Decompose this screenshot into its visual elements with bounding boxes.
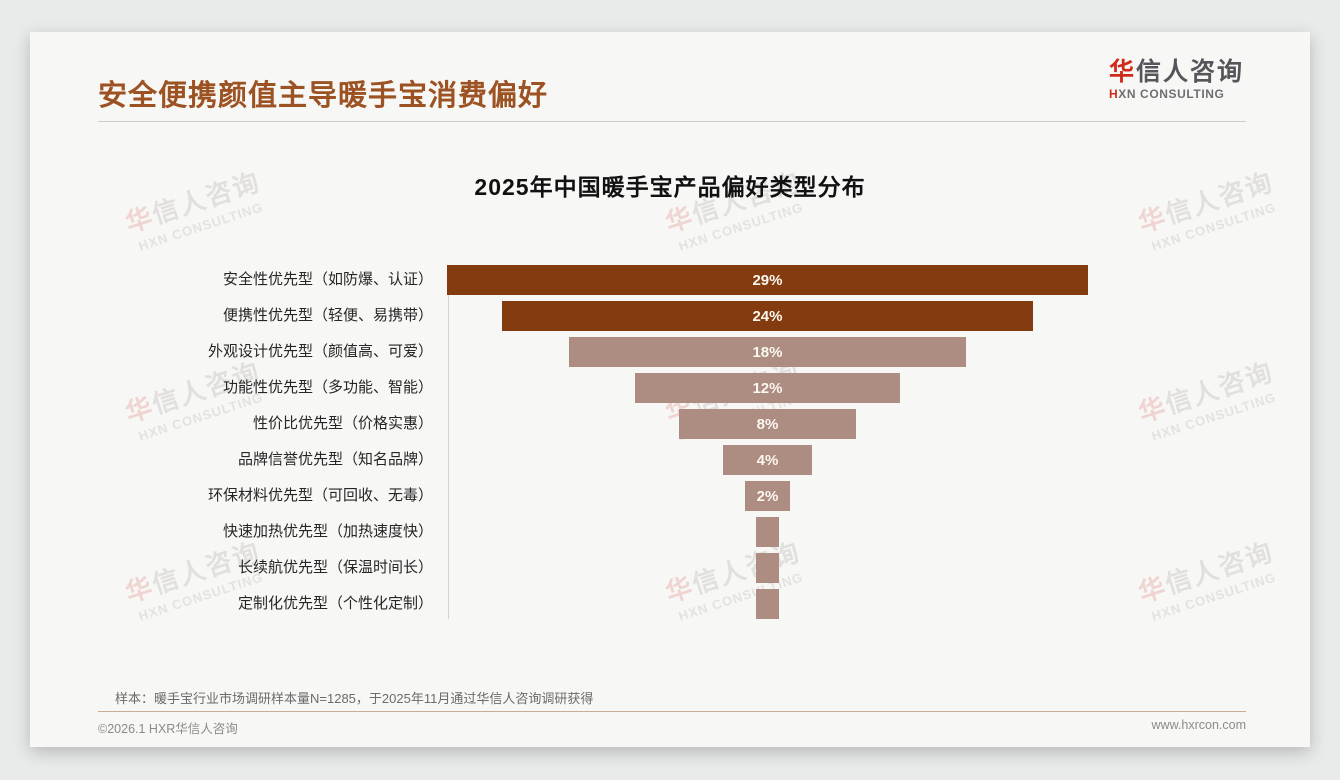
funnel-bar: 2% — [745, 481, 790, 511]
page-title: 安全便携颜值主导暖手宝消费偏好 — [98, 80, 549, 112]
funnel-bar: 12% — [634, 373, 901, 403]
funnel-bar: 8% — [679, 409, 856, 439]
company-logo: 华信人咨询 HXN CONSULTING — [1109, 58, 1244, 101]
bar-value-label: 8% — [756, 415, 779, 433]
funnel-chart: 安全性优先型（如防爆、认证） 29% 便携性优先型（轻便、易携带） 24% 外观设计优先… — [30, 265, 1310, 625]
chart-row: 快速加热优先型（加热速度快） — [30, 517, 1310, 547]
logo-gray-letters: XN CONSULTING — [1118, 86, 1225, 101]
chart-axis-line — [448, 265, 449, 619]
chart-row: 环保材料优先型（可回收、无毒） 2% — [30, 481, 1310, 511]
bar-value-label: 29% — [752, 271, 783, 289]
logo-chinese-text: 华信人咨询 — [1109, 58, 1244, 87]
bar-value-label: 18% — [752, 343, 783, 361]
funnel-bar — [756, 517, 779, 547]
chart-row: 功能性优先型（多功能、智能） 12% — [30, 373, 1310, 403]
copyright-text: ©2026.1 HXR华信人咨询 — [98, 722, 238, 736]
chart-title: 2025年中国暖手宝产品偏好类型分布 — [474, 174, 866, 200]
logo-english-text: HXN CONSULTING — [1109, 87, 1244, 101]
bar-value-label: 12% — [752, 379, 783, 397]
category-label: 性价比优先型（价格实惠） — [252, 415, 433, 432]
chart-row: 长续航优先型（保温时间长） — [30, 553, 1310, 583]
category-label: 定制化优先型（个性化定制） — [237, 595, 433, 612]
category-label: 功能性优先型（多功能、智能） — [222, 379, 433, 396]
website-text: www.hxrcon.com — [1151, 718, 1246, 732]
category-label: 快速加热优先型（加热速度快） — [222, 523, 433, 540]
funnel-bar — [756, 589, 779, 619]
category-label: 便携性优先型（轻便、易携带） — [222, 307, 433, 324]
logo-gray-chars: 信人咨询 — [1135, 58, 1244, 86]
sample-note: 样本：暖手宝行业市场调研样本量N=1285，于2025年11月通过华信人咨询调研… — [115, 691, 594, 706]
category-label: 外观设计优先型（颜值高、可爱） — [207, 343, 433, 360]
chart-row: 便携性优先型（轻便、易携带） 24% — [30, 301, 1310, 331]
category-label: 品牌信誉优先型（知名品牌） — [237, 451, 433, 468]
funnel-bar: 18% — [568, 337, 967, 367]
logo-red-letter: H — [1108, 86, 1119, 101]
chart-row: 品牌信誉优先型（知名品牌） 4% — [30, 445, 1310, 475]
category-label: 环保材料优先型（可回收、无毒） — [207, 487, 433, 504]
chart-row: 定制化优先型（个性化定制） — [30, 589, 1310, 619]
category-label: 长续航优先型（保温时间长） — [237, 559, 433, 576]
funnel-bar — [756, 553, 779, 583]
chart-row: 安全性优先型（如防爆、认证） 29% — [30, 265, 1310, 295]
footer-divider — [98, 711, 1246, 712]
funnel-bar: 4% — [723, 445, 812, 475]
slide-footer: ©2026.1 HXR华信人咨询 www.hxrcon.com — [98, 718, 1246, 737]
header-divider — [98, 121, 1246, 122]
chart-row: 外观设计优先型（颜值高、可爱） 18% — [30, 337, 1310, 367]
bar-value-label: 24% — [752, 307, 783, 325]
funnel-bar: 29% — [447, 265, 1088, 295]
bar-value-label: 2% — [756, 487, 779, 505]
bar-value-label: 4% — [756, 451, 779, 469]
funnel-bar: 24% — [502, 301, 1033, 331]
logo-red-char: 华 — [1108, 58, 1136, 86]
report-slide: 华信人咨询 HXN CONSULTING 华信人咨询 HXN CONSULTING 华信… — [30, 32, 1310, 747]
category-label: 安全性优先型（如防爆、认证） — [222, 271, 433, 288]
chart-row: 性价比优先型（价格实惠） 8% — [30, 409, 1310, 439]
